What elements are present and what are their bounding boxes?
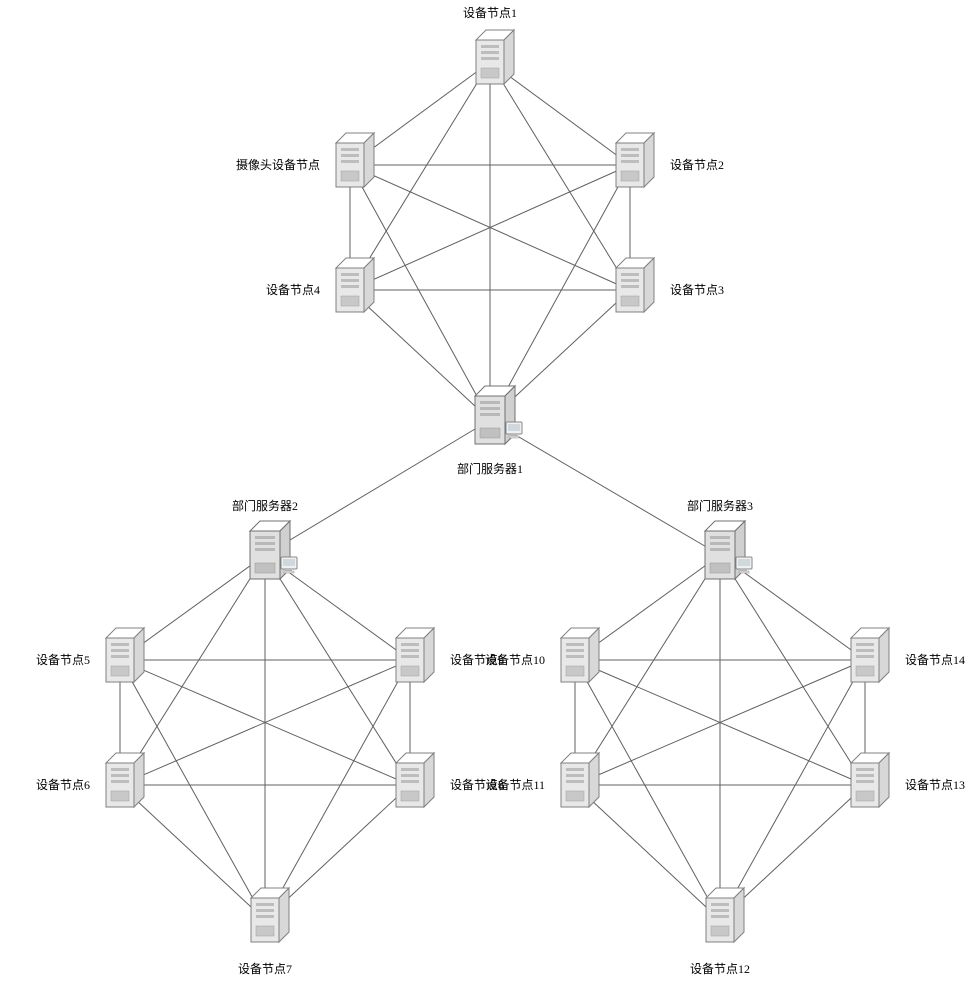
node-label: 设备节点6	[36, 778, 90, 792]
node-label: 设备节点5	[36, 653, 90, 667]
edge	[120, 785, 265, 920]
edge	[720, 660, 865, 920]
device-node-icon	[251, 888, 289, 942]
device-node-icon	[851, 628, 889, 682]
device-node-icon	[396, 753, 434, 807]
device-node-icon	[106, 753, 144, 807]
node-label: 摄像头设备节点	[236, 157, 320, 172]
node-label: 部门服务器2	[232, 498, 298, 513]
edge	[265, 420, 490, 555]
device-node-icon	[561, 753, 599, 807]
node-label: 部门服务器3	[687, 498, 753, 513]
node-label: 设备节点7	[238, 962, 292, 976]
edge	[490, 165, 630, 420]
device-node-icon	[616, 258, 654, 312]
node-label: 设备节点2	[670, 158, 724, 172]
edge	[490, 62, 630, 290]
edge	[575, 785, 720, 920]
device-node-icon	[616, 133, 654, 187]
device-node-icon	[851, 753, 889, 807]
node-label: 设备节点13	[905, 778, 965, 792]
nodes-group: 设备节点1 摄像头设备节点 设备节点2 设备节点4 设备节点3 部门服务器1 部门服务器2 部…	[36, 6, 965, 976]
node-label: 设备节点10	[485, 653, 545, 667]
node-label: 设备节点4	[266, 283, 320, 297]
device-node-icon	[706, 888, 744, 942]
device-node-icon	[476, 30, 514, 84]
device-node-icon	[561, 628, 599, 682]
node-label: 设备节点11	[485, 778, 545, 792]
node-label: 设备节点12	[690, 962, 750, 976]
server-node-icon	[705, 521, 752, 579]
edge	[265, 660, 410, 920]
node-label: 设备节点14	[905, 653, 965, 667]
server-node-icon	[250, 521, 297, 579]
edge	[350, 290, 490, 420]
server-node-icon	[475, 386, 522, 444]
edge	[265, 555, 410, 785]
device-node-icon	[396, 628, 434, 682]
device-node-icon	[336, 133, 374, 187]
device-node-icon	[336, 258, 374, 312]
node-label: 部门服务器1	[457, 461, 523, 476]
network-diagram: 设备节点1 摄像头设备节点 设备节点2 设备节点4 设备节点3 部门服务器1 部门服务器2 部…	[0, 0, 980, 1000]
edge	[720, 555, 865, 785]
edge	[490, 420, 720, 555]
device-node-icon	[106, 628, 144, 682]
node-label: 设备节点1	[463, 6, 517, 20]
node-label: 设备节点3	[670, 283, 724, 297]
